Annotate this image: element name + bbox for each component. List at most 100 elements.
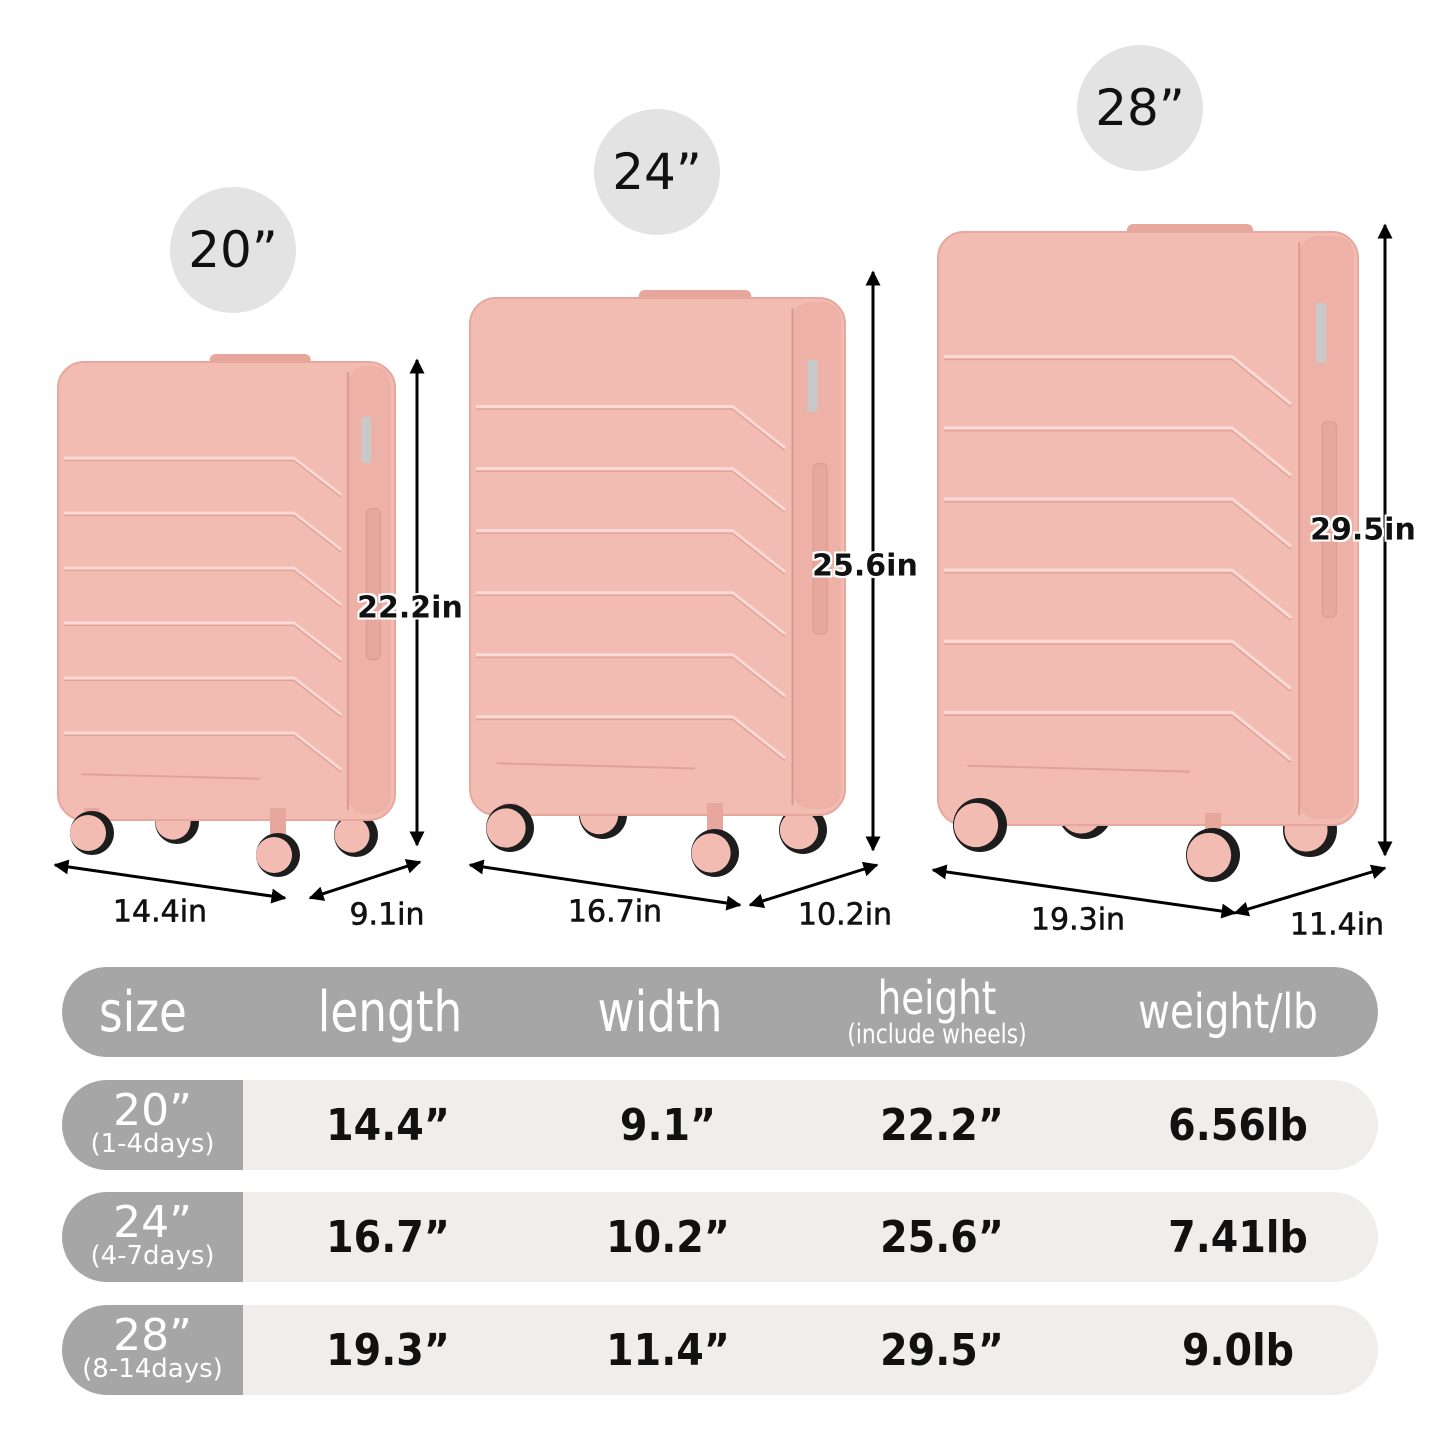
header-length: length: [317, 979, 463, 1045]
suitcase-28: [931, 223, 1393, 919]
row-width: 9.1”: [619, 1099, 717, 1151]
header-height-label: height: [877, 971, 997, 1025]
width-arrow-icon: [748, 861, 879, 909]
wheel-hub: [334, 817, 370, 853]
row-height: 25.6”: [880, 1211, 1004, 1263]
header-weight: weight/lb: [1138, 984, 1318, 1040]
length-label-24: 16.7in: [567, 894, 663, 930]
row-height: 22.2”: [880, 1099, 1004, 1151]
luggage-illustration: [53, 223, 1393, 919]
size-badge-label: 24”: [612, 143, 702, 201]
size-badge-label: 28”: [1095, 79, 1185, 137]
row-weight: 7.41lb: [1168, 1211, 1308, 1263]
width-label-20: 9.1in: [349, 897, 425, 933]
height-label-28: 29.5in: [1310, 512, 1416, 548]
body-ridge-shadow: [64, 514, 342, 553]
size-badge-label: 20”: [188, 221, 278, 279]
body-ridge-shadow: [476, 594, 786, 638]
side-handle: [1321, 421, 1337, 618]
header-width: width: [597, 979, 723, 1045]
height-label-20: 22.2in: [357, 590, 463, 626]
bottom-line: [967, 764, 1191, 773]
length-label-20: 14.4in: [112, 894, 208, 930]
length-arrow-icon: [468, 859, 742, 911]
body-ridge: [64, 456, 343, 497]
wheel-hub: [255, 836, 293, 874]
wheel-hub: [1186, 832, 1232, 878]
lock-icon: [807, 360, 818, 412]
body-ridge: [476, 715, 786, 760]
row-size-label: 20”: [113, 1085, 192, 1136]
wheel-hub: [779, 810, 819, 850]
row-size: 20” (1-4days): [62, 1080, 243, 1170]
suitcase-body: [469, 297, 846, 816]
spec-table-row: 28” (8-14days) 19.3” 11.4” 29.5” 9.0lb: [62, 1305, 1378, 1395]
header-height: height (include wheels): [847, 967, 1026, 1057]
row-days: (1-4days): [90, 1129, 215, 1159]
body-ridge-shadow: [476, 470, 786, 514]
row-length: 19.3”: [326, 1324, 450, 1376]
body-ridge-shadow: [64, 624, 342, 663]
body-ridge-shadow: [944, 572, 1292, 621]
body-ridge-shadow: [476, 532, 786, 576]
body-ridge: [944, 355, 1292, 406]
row-days: (8-14days): [82, 1354, 223, 1384]
body-ridge-shadow: [944, 501, 1292, 550]
row-width: 10.2”: [606, 1211, 730, 1263]
body-ridge: [64, 621, 343, 661]
length-arrow-icon: [53, 859, 287, 904]
body-ridge-shadow: [476, 656, 786, 700]
bottom-line: [496, 762, 696, 770]
width-arrow-icon: [1233, 864, 1387, 917]
row-weight: 9.0lb: [1181, 1324, 1295, 1376]
width-label-24: 10.2in: [797, 897, 893, 933]
size-badge-28: 28”: [1077, 45, 1203, 171]
row-length: 16.7”: [326, 1211, 450, 1263]
body-ridge: [944, 710, 1292, 761]
body-ridge: [64, 511, 343, 551]
row-weight: 6.56lb: [1168, 1099, 1308, 1151]
body-ridge: [476, 467, 786, 512]
row-height: 29.5”: [880, 1324, 1004, 1376]
row-length: 14.4”: [326, 1099, 450, 1151]
lock-icon: [361, 416, 372, 463]
body-ridge: [944, 497, 1292, 548]
suitcase-24: [468, 270, 881, 911]
header-size: size: [99, 979, 187, 1045]
body-ridge-shadow: [64, 734, 342, 773]
body-ridge: [64, 566, 343, 606]
body-ridge: [64, 676, 343, 716]
side-handle: [365, 508, 381, 661]
side-handle: [812, 462, 828, 635]
bottom-line: [81, 773, 261, 780]
body-ridge-shadow: [476, 718, 786, 762]
height-label-24: 25.6in: [812, 548, 918, 584]
spec-table-row: 24” (4-7days) 16.7” 10.2” 25.6” 7.41lb: [62, 1192, 1378, 1282]
row-size: 24” (4-7days): [62, 1192, 243, 1282]
size-badge-20: 20”: [170, 187, 296, 313]
row-size: 28” (8-14days): [62, 1305, 243, 1395]
body-ridge: [476, 405, 786, 450]
body-ridge: [64, 731, 343, 771]
body-ridge-shadow: [64, 679, 342, 718]
length-label-28: 19.3in: [1030, 902, 1126, 938]
width-arrow-icon: [308, 859, 422, 901]
body-ridge-shadow: [944, 429, 1292, 479]
suitcase-body: [937, 231, 1359, 826]
row-width: 11.4”: [606, 1324, 730, 1376]
wheel-hub: [486, 808, 526, 848]
body-ridge: [944, 568, 1292, 619]
length-arrow-icon: [931, 864, 1237, 919]
wheel-hub: [953, 802, 999, 848]
wheel-hub: [69, 814, 107, 852]
body-ridge-shadow: [944, 643, 1292, 693]
body-ridge: [476, 591, 786, 636]
wheel-hub: [691, 833, 731, 873]
size-badge-24: 24”: [594, 109, 720, 235]
header-height-note: (include wheels): [847, 1019, 1027, 1050]
body-ridge: [944, 639, 1292, 690]
body-ridge-shadow: [64, 459, 342, 498]
row-days: (4-7days): [90, 1241, 215, 1271]
spec-table-row: 20” (1-4days) 14.4” 9.1” 22.2” 6.56lb: [62, 1080, 1378, 1170]
lock-icon: [1316, 303, 1326, 363]
